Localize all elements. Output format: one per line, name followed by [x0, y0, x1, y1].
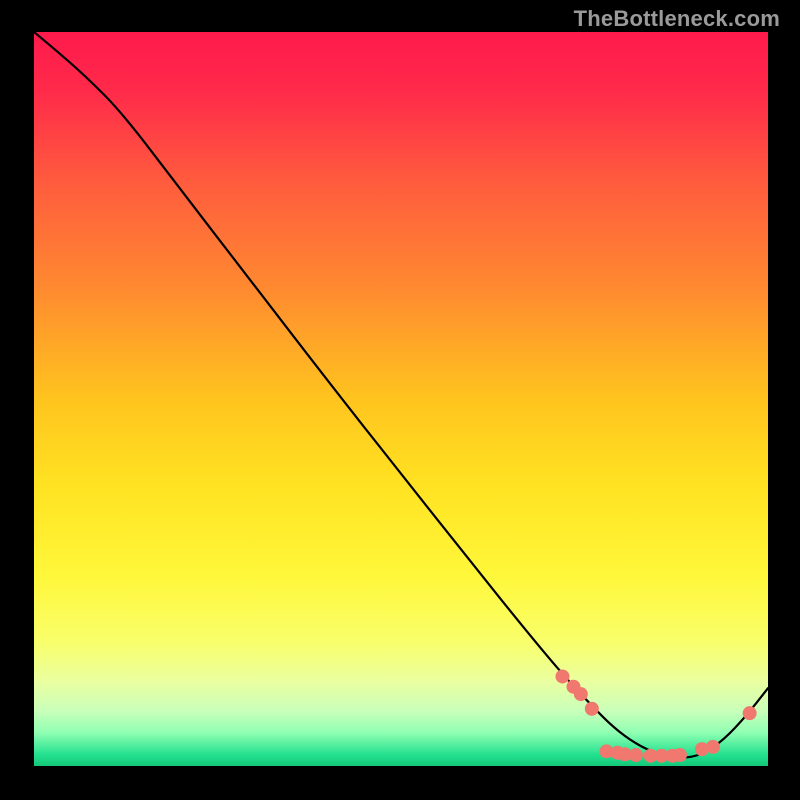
data-point-marker [743, 707, 756, 720]
watermark-text: TheBottleneck.com [574, 6, 780, 32]
chart-container: TheBottleneck.com [0, 0, 800, 800]
bottleneck-curve-chart [0, 0, 800, 800]
data-point-marker [556, 670, 569, 683]
data-point-marker [574, 688, 587, 701]
data-point-marker [629, 748, 642, 761]
data-point-marker [673, 748, 686, 761]
data-point-marker [706, 740, 719, 753]
data-point-marker [585, 702, 598, 715]
